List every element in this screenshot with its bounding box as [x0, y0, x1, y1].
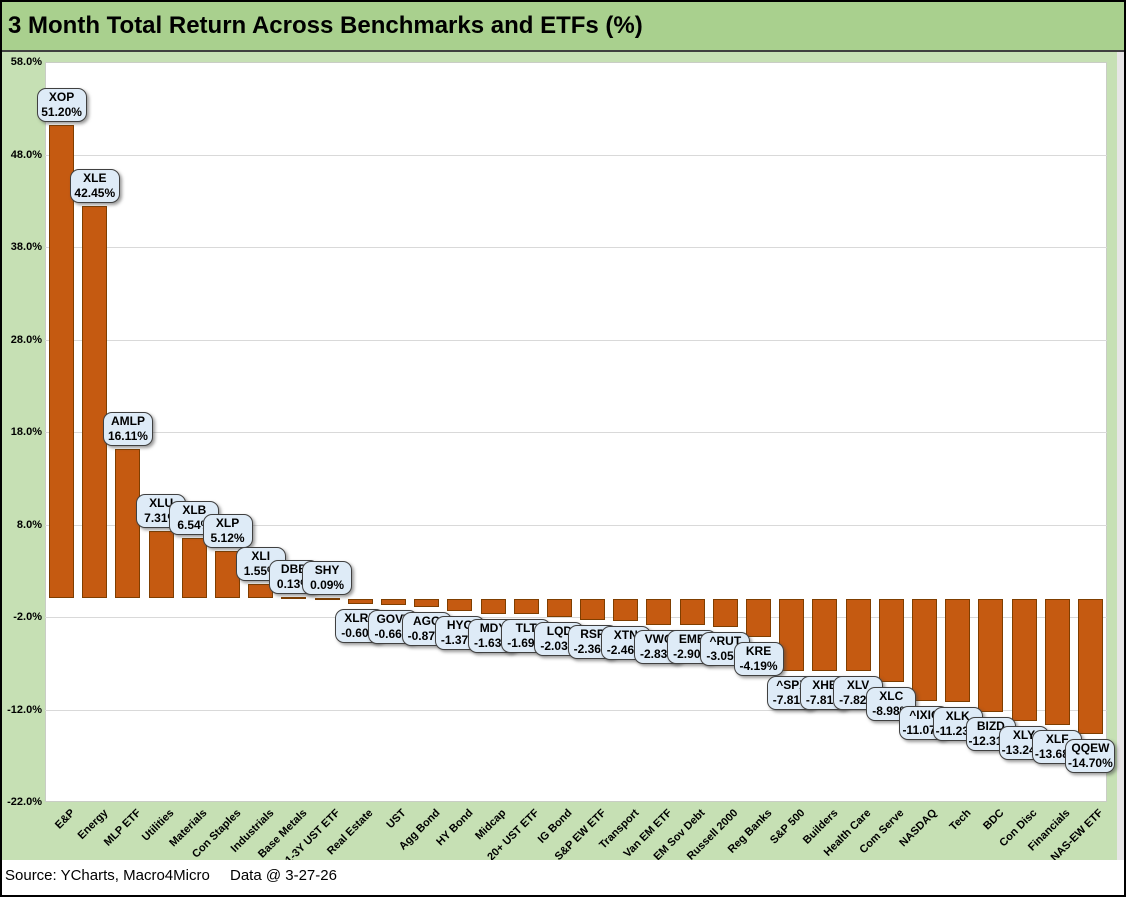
data-label-ticker: ^SPX — [776, 677, 808, 692]
y-axis-tick: 38.0% — [10, 241, 42, 253]
chart-title: 3 Month Total Return Across Benchmarks a… — [8, 12, 643, 39]
data-label-value: 0.09% — [310, 577, 345, 592]
gridline — [45, 154, 1107, 156]
bar-mdy — [480, 598, 506, 614]
y-axis-tick: 58.0% — [10, 56, 42, 68]
data-label-ticker: XLY — [1012, 727, 1036, 742]
data-label-xlc: XLC -8.98% — [866, 686, 917, 721]
data-label-amlp: AMLP 16.11% — [102, 412, 153, 447]
bar-govt — [380, 598, 406, 605]
bar-ixic — [911, 598, 937, 701]
bar-lqd — [546, 598, 572, 618]
bar-hyg — [447, 598, 473, 612]
data-label-ticker: AMLP — [110, 414, 145, 429]
data-label-value: 51.20% — [41, 104, 82, 119]
bar-xly — [1011, 598, 1037, 721]
bar-shy — [314, 597, 340, 600]
bar-xlf — [1044, 598, 1070, 726]
bar-bizd — [978, 598, 1004, 713]
bar-xlk — [945, 598, 971, 703]
data-label-ticker: TLT — [515, 621, 537, 636]
data-label-ticker: XLK — [945, 709, 970, 724]
data-label-ticker: XLP — [215, 516, 240, 531]
data-label-xle: XLE 42.45% — [69, 168, 120, 203]
gridline — [45, 524, 1107, 526]
bar-vwo — [646, 598, 672, 625]
y-axis-tick: 18.0% — [10, 426, 42, 438]
data-date-text: Data @ 3-27-26 — [230, 867, 337, 884]
data-label-ticker: ^RUT — [709, 633, 742, 648]
data-label-xop: XOP 51.20% — [36, 87, 87, 122]
gridline — [45, 709, 1107, 711]
bar-xlb — [181, 538, 207, 599]
data-label-ticker: XLRE — [344, 611, 377, 626]
data-label-ticker: VWO — [644, 631, 674, 646]
y-axis-tick: 28.0% — [10, 333, 42, 346]
bar-xlv — [845, 598, 871, 671]
chart-title-bar: 3 Month Total Return Across Benchmarks a… — [2, 2, 1124, 52]
y-axis-tick: 48.0% — [10, 148, 42, 161]
source-text: Source: YCharts, Macro4Micro — [5, 867, 210, 884]
data-label-xlp: XLP 5.12% — [202, 514, 253, 549]
gridline — [45, 247, 1107, 248]
bar-qqew — [1077, 598, 1103, 735]
data-label-ticker: KRE — [745, 644, 772, 659]
data-label-value: -14.70% — [1068, 756, 1113, 771]
data-label-ticker: XLB — [182, 503, 207, 517]
data-label-ticker: QQEW — [1071, 741, 1110, 756]
data-label-ticker: XTN — [613, 628, 638, 643]
data-label-value: 16.11% — [107, 429, 148, 444]
bar-dbb — [281, 597, 307, 600]
bar-xlc — [878, 598, 904, 682]
gridline — [45, 432, 1107, 433]
y-axis-tick: 8.0% — [16, 518, 42, 531]
data-label-ticker: RSP — [580, 627, 605, 642]
bar-xop — [49, 124, 75, 599]
y-axis-tick: -22.0% — [7, 796, 42, 808]
data-label-ticker: LQD — [546, 624, 573, 639]
bar-emb — [679, 598, 705, 626]
data-label-ticker: EMB — [678, 632, 706, 647]
y-axis-tick: -2.0% — [13, 611, 42, 623]
data-label-ticker: XLC — [879, 688, 904, 703]
bar-tlt — [513, 598, 539, 615]
bar-amlp — [115, 449, 141, 599]
data-label-ticker: BIZD — [976, 719, 1005, 734]
data-label-shy: SHY 0.09% — [302, 560, 353, 595]
gridline — [45, 617, 1107, 618]
data-label-value: 42.45% — [74, 185, 116, 200]
data-label-ticker: AGG — [412, 613, 441, 628]
right-margin-strip — [1117, 52, 1124, 860]
data-label-ticker: XLE — [83, 170, 107, 185]
data-label-ticker: XHB — [812, 677, 838, 692]
bar-xhb — [812, 598, 838, 671]
bar-rut — [712, 598, 738, 627]
data-label-ticker: MDY — [479, 620, 507, 635]
data-label-ticker: HYG — [446, 618, 473, 633]
data-label-ticker: SHY — [314, 562, 340, 577]
bar-xle — [82, 205, 108, 599]
bar-rsp — [580, 598, 606, 621]
data-label-ticker: ^IXIC — [909, 707, 940, 722]
bar-xlre — [347, 598, 373, 605]
data-label-kre: KRE -4.19% — [733, 642, 784, 677]
data-label-ticker: XOP — [48, 89, 75, 104]
data-label-ticker: XLI — [251, 549, 271, 564]
data-label-value: 5.12% — [210, 531, 245, 546]
chart-plot-region: 58.0% 48.0% 38.0% 28.0% 18.0% 8.0% -2.0% -12.0%… — [2, 52, 1124, 860]
bar-agg — [414, 598, 440, 607]
source-bar: Source: YCharts, Macro4Micro Data @ 3-27… — [2, 860, 1124, 895]
data-label-qqew: QQEW -14.70% — [1065, 739, 1116, 774]
data-label-value: -4.19% — [739, 659, 778, 674]
y-axis-tick: -12.0% — [7, 703, 42, 716]
bar-xtn — [613, 598, 639, 622]
gridline — [45, 339, 1107, 341]
data-label-ticker: XLU — [149, 495, 174, 510]
data-label-ticker: XLF — [1045, 732, 1069, 747]
data-label-ticker: XLV — [846, 677, 870, 692]
bar-xlu — [148, 530, 174, 599]
bar-kre — [746, 598, 772, 638]
data-label-ticker: DBB — [280, 562, 307, 577]
